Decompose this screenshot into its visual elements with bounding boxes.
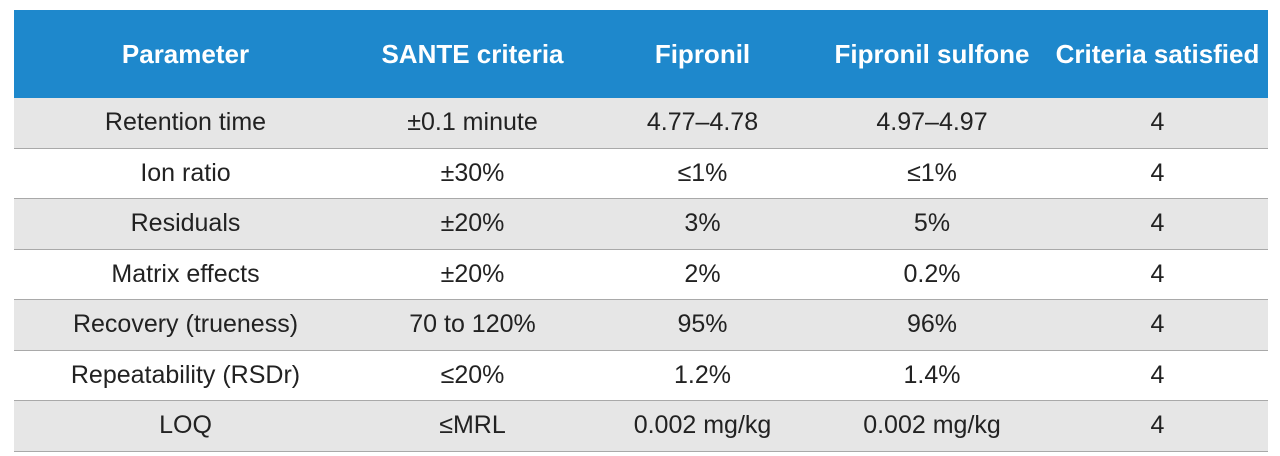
cell-fipronil: 95% — [588, 299, 817, 351]
cell-fipronil-sulfone: ≤1% — [817, 148, 1047, 199]
cell-parameter: Repeatability (RSDr) — [14, 350, 357, 401]
header-fipronil: Fipronil — [654, 39, 751, 69]
cell-fipronil: 3% — [588, 198, 817, 250]
cell-fipronil: 2% — [588, 249, 817, 300]
table-row: Repeatability (RSDr) ≤20% 1.2% 1.4% 4 — [14, 350, 1268, 401]
cell-fipronil: 0.002 mg/kg — [588, 400, 817, 452]
cell-criteria-satisfied: 4 — [1047, 148, 1268, 199]
table-row: Ion ratio ±30% ≤1% ≤1% 4 — [14, 148, 1268, 199]
table-body: Retention time ±0.1 minute 4.77–4.78 4.9… — [14, 98, 1268, 452]
cell-criteria-satisfied: 4 — [1047, 350, 1268, 401]
cell-criteria-satisfied: 4 — [1047, 98, 1268, 149]
cell-sante-criteria: ±30% — [357, 148, 588, 199]
table-row: Residuals ±20% 3% 5% 4 — [14, 198, 1268, 250]
table-row: Matrix effects ±20% 2% 0.2% 4 — [14, 249, 1268, 300]
cell-sante-criteria: ±20% — [357, 198, 588, 250]
cell-sante-criteria: ≤MRL — [357, 400, 588, 452]
cell-fipronil-sulfone: 1.4% — [817, 350, 1047, 401]
cell-parameter: Residuals — [14, 198, 357, 250]
table-header: Parameter SANTE criteria Fipronil Fipron… — [14, 10, 1268, 98]
header-sante-criteria: SANTE criteria — [381, 39, 564, 69]
table-row: LOQ ≤MRL 0.002 mg/kg 0.002 mg/kg 4 — [14, 400, 1268, 452]
cell-parameter: Ion ratio — [14, 148, 357, 199]
cell-fipronil-sulfone: 0.002 mg/kg — [817, 400, 1047, 452]
header-criteria-satisfied: Criteria satisfied — [1055, 39, 1260, 69]
cell-fipronil: 4.77–4.78 — [588, 98, 817, 149]
cell-sante-criteria: ±20% — [357, 249, 588, 300]
cell-parameter: LOQ — [14, 400, 357, 452]
cell-fipronil-sulfone: 5% — [817, 198, 1047, 250]
cell-fipronil: 1.2% — [588, 350, 817, 401]
table-row: Recovery (trueness) 70 to 120% 95% 96% 4 — [14, 299, 1268, 351]
header-fipronil-sulfone: Fipronil sulfone — [834, 39, 1030, 69]
cell-criteria-satisfied: 4 — [1047, 400, 1268, 452]
cell-parameter: Matrix effects — [14, 249, 357, 300]
table-row: Retention time ±0.1 minute 4.77–4.78 4.9… — [14, 98, 1268, 149]
cell-parameter: Retention time — [14, 98, 357, 149]
cell-fipronil-sulfone: 0.2% — [817, 249, 1047, 300]
sante-criteria-table: Parameter SANTE criteria Fipronil Fipron… — [14, 10, 1268, 452]
header-row: Parameter SANTE criteria Fipronil Fipron… — [14, 10, 1268, 98]
cell-fipronil-sulfone: 4.97–4.97 — [817, 98, 1047, 149]
cell-criteria-satisfied: 4 — [1047, 299, 1268, 351]
table-container: Parameter SANTE criteria Fipronil Fipron… — [14, 10, 1268, 452]
cell-sante-criteria: ±0.1 minute — [357, 98, 588, 149]
cell-criteria-satisfied: 4 — [1047, 249, 1268, 300]
header-parameter: Parameter — [121, 39, 250, 69]
cell-criteria-satisfied: 4 — [1047, 198, 1268, 250]
cell-fipronil-sulfone: 96% — [817, 299, 1047, 351]
cell-sante-criteria: 70 to 120% — [357, 299, 588, 351]
cell-sante-criteria: ≤20% — [357, 350, 588, 401]
cell-fipronil: ≤1% — [588, 148, 817, 199]
cell-parameter: Recovery (trueness) — [14, 299, 357, 351]
